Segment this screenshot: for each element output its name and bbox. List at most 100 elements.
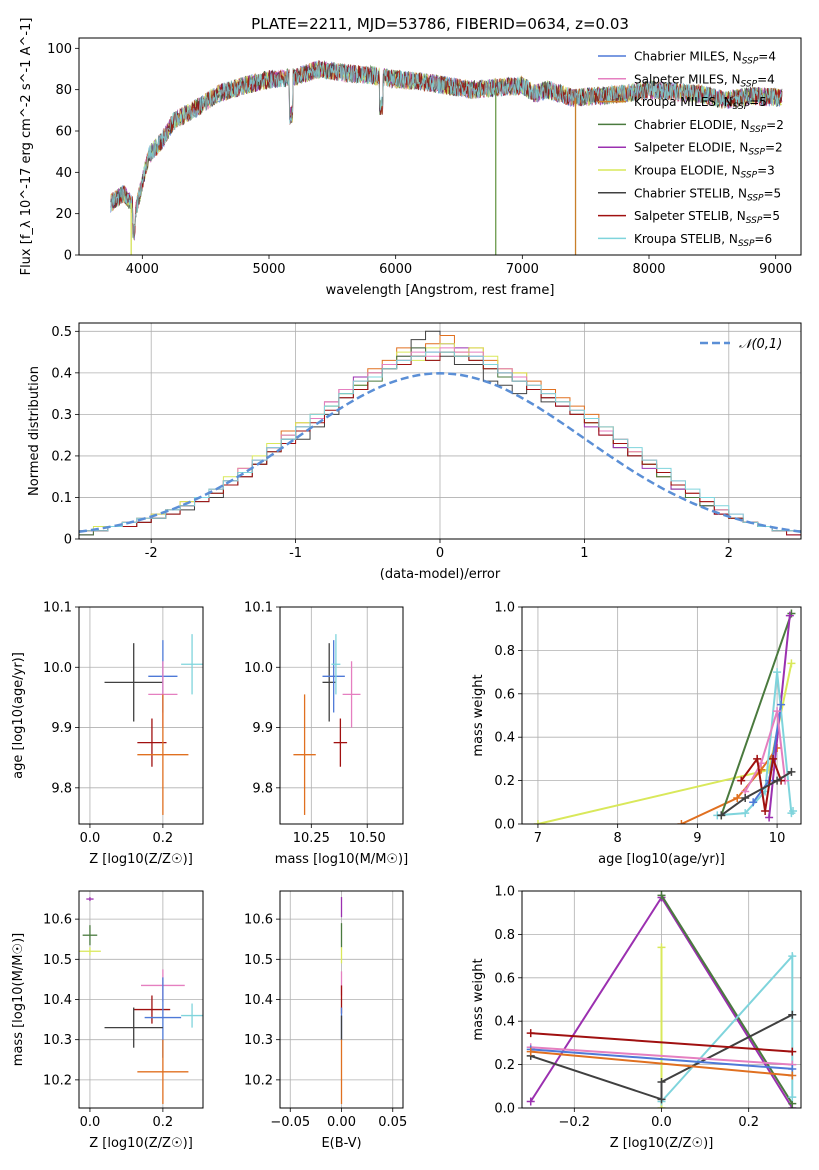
legend-entry: 𝒩(0,1) bbox=[739, 337, 782, 352]
weight-marker bbox=[788, 952, 797, 961]
y-tick-label: 0.6 bbox=[494, 687, 515, 702]
x-axis-label: Z [log10(Z/Z☉)] bbox=[89, 852, 193, 867]
x-tick-label: 8 bbox=[614, 831, 622, 846]
y-axis-label: mass [log10(M/M☉)] bbox=[11, 933, 26, 1066]
errorbar-point bbox=[79, 947, 101, 956]
legend-entry: Kroupa STELIB, NSSP=6 bbox=[634, 232, 772, 249]
weight-marker bbox=[657, 891, 666, 900]
x-axis-label: age [log10(age/yr)] bbox=[598, 852, 725, 867]
y-tick-label: 0.2 bbox=[494, 1058, 515, 1073]
errorbar-point bbox=[331, 634, 341, 695]
weight-marker bbox=[773, 668, 782, 677]
ticks: −0.2 0.0 0.2 0.0 0.2 0.4 0.6 0.8 1.0 Z [log10(Z/Z… bbox=[471, 885, 802, 1151]
axes-frame bbox=[521, 606, 802, 825]
errorbar-point bbox=[137, 694, 189, 815]
errorbar-point bbox=[104, 1007, 163, 1048]
x-axis-label: Z [log10(Z/Z☉)] bbox=[610, 1136, 714, 1151]
weight-marker bbox=[733, 793, 742, 802]
y-tick-label: 0.4 bbox=[51, 366, 72, 381]
weight-marker bbox=[657, 943, 666, 952]
weight-line bbox=[660, 894, 794, 1105]
y-axis-label: Flux [f_λ 10^-17 erg cm^-2 s^-1 A^-1] bbox=[19, 18, 34, 276]
axes-frame bbox=[521, 890, 802, 1109]
legend-entry: Chabrier ELODIE, NSSP=2 bbox=[634, 118, 784, 135]
x-tick-label: 0.00 bbox=[327, 1115, 356, 1130]
x-tick-label: 9000 bbox=[759, 262, 792, 277]
weight-marker bbox=[788, 1071, 797, 1080]
errorbar-point bbox=[322, 640, 345, 713]
residuals-panel: 𝒩(0,1) bbox=[79, 323, 801, 540]
x-tick-label: 8000 bbox=[632, 262, 665, 277]
x-tick-label: 10.25 bbox=[293, 831, 330, 846]
weight-marker bbox=[533, 820, 542, 824]
y-tick-label: 10.4 bbox=[244, 993, 273, 1008]
weight-series bbox=[526, 1029, 797, 1056]
x-axis-label: Z [log10(Z/Z☉)] bbox=[89, 1136, 193, 1151]
x-tick-label: 0 bbox=[436, 546, 444, 561]
y-tick-label: 10.5 bbox=[244, 953, 273, 968]
weight-marker bbox=[677, 820, 686, 824]
y-tick-label: 10.6 bbox=[244, 913, 273, 928]
y-tick-label: 0.4 bbox=[494, 1015, 515, 1030]
y-tick-label: 9.9 bbox=[252, 721, 273, 736]
legend-entry: Kroupa ELODIE, NSSP=3 bbox=[634, 164, 775, 181]
weight-line bbox=[720, 613, 793, 816]
ticks: 0.0 0.2 9.8 9.9 10.0 10.1 Z [log10(Z/Z☉)] age [… bbox=[11, 601, 204, 867]
weight-marker bbox=[788, 1010, 797, 1019]
weight-marker bbox=[526, 1097, 535, 1106]
weight-marker bbox=[761, 806, 770, 815]
normal-curve bbox=[79, 372, 801, 533]
weight-marker bbox=[788, 1093, 797, 1102]
spectrum-legend: Chabrier MILES, NSSP=4 Salpeter MILES, NS… bbox=[598, 50, 784, 249]
y-tick-label: 10.5 bbox=[43, 953, 72, 968]
x-tick-label: −0.05 bbox=[270, 1115, 310, 1130]
y-axis-label: mass weight bbox=[471, 674, 486, 756]
weight-marker bbox=[741, 809, 750, 818]
weight-line bbox=[530, 1032, 793, 1053]
weight-marker bbox=[773, 776, 782, 785]
y-tick-label: 10.2 bbox=[244, 1073, 273, 1088]
weight-marker bbox=[741, 793, 750, 802]
y-tick-label: 10.1 bbox=[43, 601, 72, 616]
ticks: −0.05 0.00 0.05 10.2 10.3 10.4 10.5 10.6 E(B-V) bbox=[244, 890, 407, 1151]
axes-frame bbox=[78, 890, 204, 1109]
y-tick-label: 0.1 bbox=[51, 491, 72, 506]
mass-weight-vs-age-plot-area bbox=[533, 609, 798, 824]
weight-marker bbox=[657, 1077, 666, 1086]
y-tick-label: 0 bbox=[64, 533, 72, 548]
errorbar-point bbox=[181, 634, 203, 695]
y-tick-label: 0.2 bbox=[494, 774, 515, 789]
errorbar-point bbox=[342, 661, 361, 728]
x-tick-label: 2 bbox=[725, 546, 733, 561]
y-tick-label: 0.3 bbox=[51, 408, 72, 423]
y-tick-label: 10.3 bbox=[244, 1033, 273, 1048]
weight-marker bbox=[717, 811, 726, 820]
y-axis-label: Normed distribution bbox=[27, 366, 42, 496]
x-tick-label: 5000 bbox=[252, 262, 285, 277]
y-axis-label: mass weight bbox=[471, 958, 486, 1040]
x-tick-label: -1 bbox=[289, 546, 302, 561]
y-tick-label: 40 bbox=[55, 166, 72, 181]
y-tick-label: 10.6 bbox=[43, 913, 72, 928]
weight-series bbox=[717, 767, 796, 820]
x-tick-label: 4000 bbox=[126, 262, 159, 277]
y-tick-label: 80 bbox=[55, 83, 72, 98]
spectrum-panel: Chabrier MILES, NSSP=4 Salpeter MILES, NS… bbox=[110, 50, 784, 255]
y-tick-label: 0.4 bbox=[494, 731, 515, 746]
ticks: 0.0 0.2 10.2 10.3 10.4 10.5 10.6 Z [log10(Z/Z☉)… bbox=[11, 890, 204, 1151]
figure-title: PLATE=2211, MJD=53786, FIBERID=0634, z=0… bbox=[251, 15, 629, 33]
y-tick-label: 0 bbox=[64, 249, 72, 264]
mass-weight-vs-Z-plot-area bbox=[526, 891, 797, 1108]
weight-marker bbox=[777, 700, 786, 709]
axes-frame bbox=[279, 606, 404, 825]
weight-line bbox=[530, 1046, 793, 1066]
axes-frame bbox=[78, 37, 802, 256]
weight-series bbox=[741, 707, 790, 796]
axes-frame bbox=[78, 322, 802, 540]
weight-marker bbox=[769, 754, 778, 763]
x-axis-label: wavelength [Angstrom, rest frame] bbox=[326, 283, 555, 298]
ticks: 7 8 9 10 0.0 0.2 0.4 0.6 0.8 1.0 age [log10(age/yr… bbox=[471, 601, 802, 867]
y-tick-label: 10.0 bbox=[43, 661, 72, 676]
weight-series bbox=[526, 1047, 797, 1080]
y-tick-label: 0.8 bbox=[494, 928, 515, 943]
